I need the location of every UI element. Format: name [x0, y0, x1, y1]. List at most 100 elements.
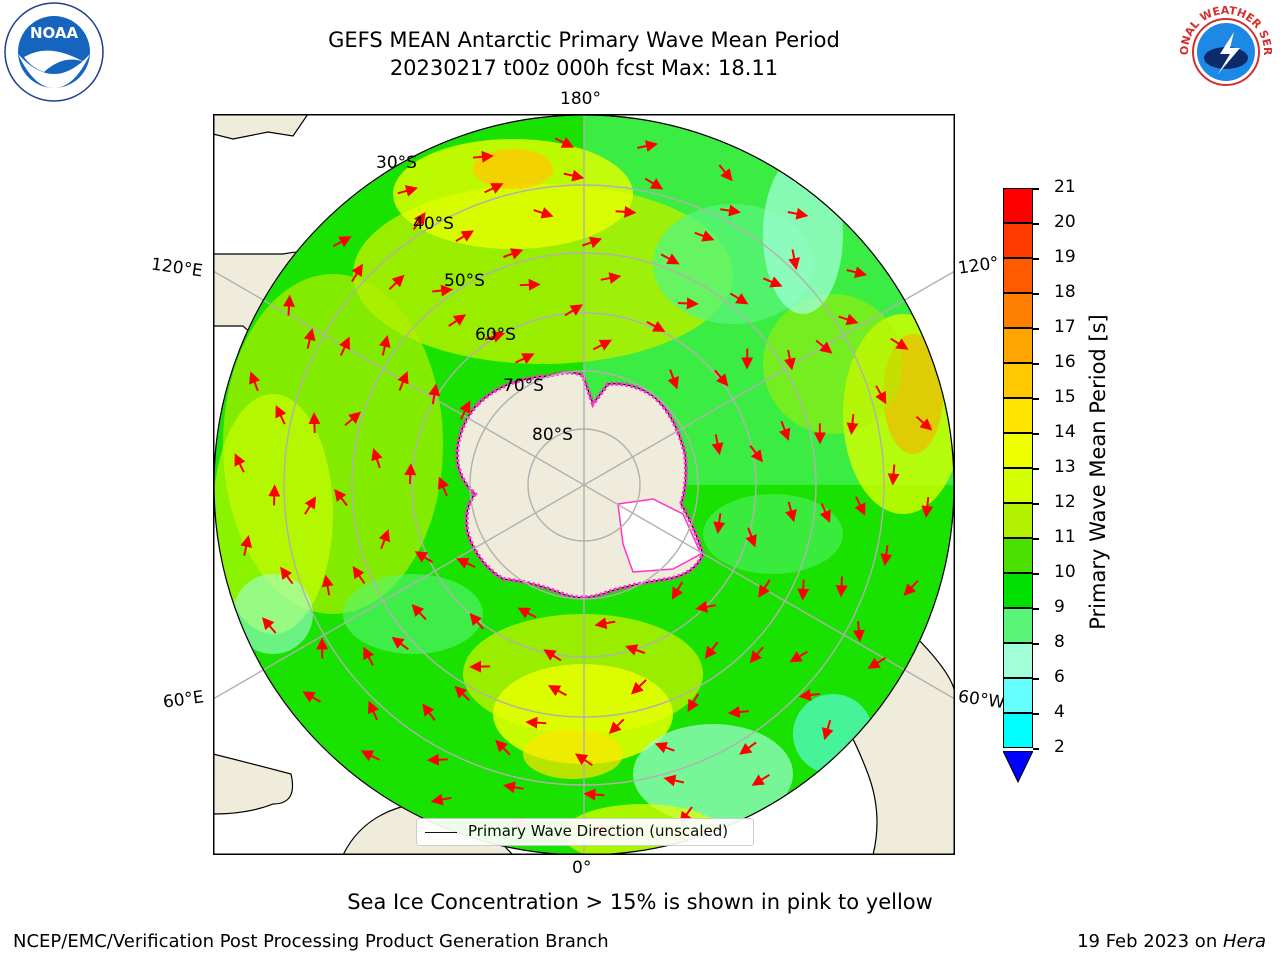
- wave-direction-arrow: [745, 527, 757, 548]
- wave-direction-arrow: [921, 496, 934, 518]
- wave-direction-arrow: [448, 314, 467, 327]
- wave-direction-arrow: [283, 294, 296, 316]
- lon-label-top: 180°: [560, 89, 601, 109]
- lat-label-70s: 70°S: [503, 376, 544, 396]
- colorbar-tick-mark: [1033, 643, 1039, 645]
- colorbar-segment: [1003, 258, 1033, 293]
- wave-direction-arrow: [563, 169, 585, 182]
- land-madagascar-region: [213, 753, 294, 815]
- wave-direction-arrow: [554, 136, 575, 148]
- colorbar-tick-label: 17: [1054, 317, 1076, 337]
- colorbar-tick-mark: [1033, 293, 1039, 295]
- wave-direction-arrow: [533, 207, 554, 219]
- colorbar-segment: [1003, 433, 1033, 468]
- svg-text:NOAA: NOAA: [30, 24, 79, 42]
- wave-direction-arrow: [344, 411, 362, 426]
- wave-direction-arrow: [846, 413, 859, 435]
- colorbar-segment: [1003, 468, 1033, 503]
- wave-direction-arrow: [875, 385, 887, 405]
- lat-label-40s: 40°S: [413, 214, 454, 234]
- wave-direction-arrow: [412, 212, 426, 230]
- wave-direction-arrow: [671, 581, 684, 600]
- wave-direction-arrow: [397, 185, 418, 197]
- wave-direction-arrow: [368, 700, 380, 721]
- wave-direction-arrow: [835, 576, 848, 598]
- legend-line-sample: [425, 832, 457, 833]
- colorbar-tick-mark: [1033, 223, 1039, 225]
- wave-direction-arrow: [789, 650, 809, 663]
- wave-direction-arrow: [592, 339, 613, 351]
- colorbar-tick-label: 11: [1054, 527, 1076, 547]
- wave-direction-arrow: [334, 488, 348, 507]
- wave-direction-arrow: [495, 739, 511, 756]
- wave-direction-arrow: [788, 249, 801, 271]
- wave-direction-arrow: [469, 612, 484, 630]
- wave-direction-arrow: [391, 636, 409, 651]
- wave-direction-arrow: [758, 579, 771, 598]
- wave-direction-arrow: [280, 566, 294, 585]
- wave-direction-arrow: [798, 689, 820, 702]
- colorbar-tick-mark: [1033, 188, 1039, 190]
- wave-direction-arrow: [787, 207, 809, 220]
- wave-direction-arrow: [819, 503, 831, 523]
- wave-direction-arrow: [525, 716, 547, 729]
- wave-direction-arrow: [600, 272, 622, 285]
- legend-label: Primary Wave Direction (unscaled): [468, 822, 729, 840]
- wave-direction-arrow: [543, 649, 562, 662]
- colorbar-tick-mark: [1033, 433, 1039, 435]
- wave-direction-arrow: [308, 412, 321, 434]
- wave-direction-arrow: [749, 444, 763, 463]
- colorbar-tick-label: 19: [1054, 247, 1076, 267]
- wave-direction-arrow: [234, 453, 246, 473]
- colorbar-tick-label: 15: [1054, 387, 1076, 407]
- colorbar-segment: [1003, 643, 1033, 678]
- colorbar-tick-mark: [1033, 363, 1039, 365]
- colorbar-tick-label: 20: [1054, 212, 1076, 232]
- colorbar-tick-label: 18: [1054, 282, 1076, 302]
- colorbar-tick-label: 13: [1054, 457, 1076, 477]
- colorbar-tick-mark: [1033, 608, 1039, 610]
- wave-direction-arrow: [711, 434, 724, 456]
- wave-direction-arrow: [302, 691, 321, 703]
- map-frame: [213, 114, 955, 855]
- map-subtitle: 20230217 t00z 000h fcst Max: 18.11: [389, 56, 779, 80]
- lon-label-upper-right: 120°: [956, 253, 1001, 279]
- wave-direction-arrow: [838, 313, 859, 326]
- footer-credit: NCEP/EMC/Verification Post Processing Pr…: [13, 931, 609, 952]
- wave-direction-arrow: [432, 284, 454, 297]
- wave-direction-arrow: [625, 644, 646, 656]
- colorbar-tick-label: 16: [1054, 352, 1076, 372]
- wave-direction-arrow: [667, 369, 679, 390]
- wave-direction-arrow: [654, 741, 675, 754]
- wave-direction-arrow: [815, 339, 833, 354]
- wave-direction-arrow: [414, 551, 434, 564]
- colorbar-tick-mark: [1033, 748, 1039, 750]
- wave-direction-arrow: [304, 496, 317, 515]
- wave-direction-arrow: [422, 703, 436, 721]
- wave-direction-arrow: [854, 496, 866, 516]
- wave-direction-arrow: [646, 320, 666, 332]
- lon-label-bottom: 0°: [572, 858, 592, 878]
- colorbar-segment: [1003, 713, 1033, 748]
- noaa-logo: NOAA: [4, 2, 104, 102]
- wave-direction-arrow: [608, 718, 625, 735]
- lat-label-60s: 60°S: [475, 325, 516, 345]
- wave-direction-arrow: [303, 328, 316, 349]
- colorbar-tick-mark: [1033, 503, 1039, 505]
- wave-direction-arrow: [630, 679, 647, 695]
- wave-direction-arrow: [240, 535, 253, 556]
- colorbar-tick-label: 9: [1054, 597, 1065, 617]
- nws-logo: NATIONAL WEATHER SERVICE: [1171, 0, 1276, 102]
- wave-direction-arrow: [718, 164, 733, 182]
- colorbar-segment: [1003, 573, 1033, 608]
- wave-direction-arrow: [484, 331, 506, 343]
- wave-direction-arrow: [397, 371, 409, 391]
- wave-direction-arrow: [704, 641, 719, 659]
- wave-direction-arrow: [880, 545, 893, 567]
- wave-direction-arrow: [846, 266, 868, 279]
- wave-direction-arrow: [428, 383, 441, 405]
- wave-direction-arrow: [268, 484, 281, 506]
- wave-direction-arrow: [720, 204, 742, 217]
- wave-direction-arrow: [378, 334, 391, 356]
- colorbar-tick-label: 4: [1054, 702, 1065, 722]
